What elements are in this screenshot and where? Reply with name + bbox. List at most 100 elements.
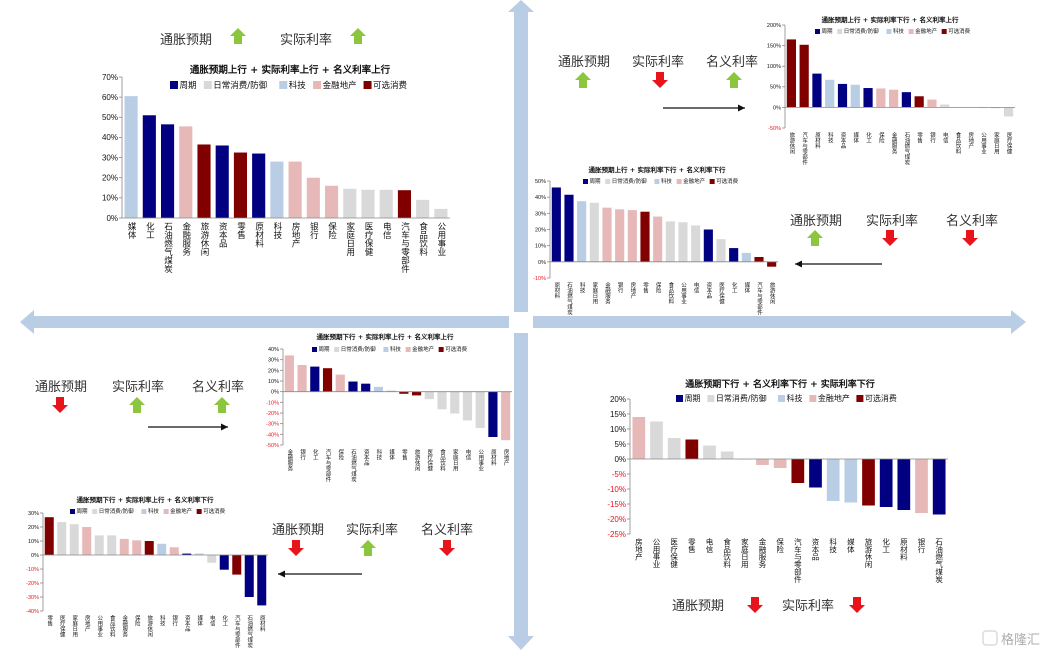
annotation-label: 名义利率	[706, 54, 758, 70]
legend-swatch-科技	[777, 395, 785, 402]
legend-label: 科技	[893, 27, 905, 35]
bar-媒体	[844, 459, 858, 503]
bar-原材料	[551, 187, 561, 262]
category-label: 科技	[375, 448, 382, 462]
legend-label: 可选消费	[716, 177, 739, 185]
category-label: 家庭日用	[345, 221, 355, 256]
bar-保险	[324, 185, 339, 218]
y-tick-label: 30%	[102, 153, 118, 162]
bar-汽车与零部件	[322, 368, 333, 392]
bar-汽车与零部件	[232, 555, 242, 575]
legend-label: 金融地产	[915, 27, 938, 35]
category-label: 医疗保健	[669, 538, 678, 570]
legend-label: 日常消费/防御	[213, 80, 267, 91]
bar-媒体	[386, 390, 396, 392]
bar-银行	[615, 209, 625, 262]
category-label: 原材料	[814, 132, 821, 150]
category-label: 资本品	[811, 537, 820, 562]
bar-电信	[940, 104, 950, 108]
green-up-arrow-icon	[807, 230, 823, 246]
annotation-label: 通胀预期	[160, 33, 212, 48]
y-tick-label: 50%	[102, 113, 118, 122]
annotation-label: 实际利率	[346, 522, 398, 538]
y-tick-label: -20%	[26, 581, 39, 587]
bar-旅游休闲	[862, 459, 875, 506]
category-label: 石油燃气煤炭	[566, 282, 573, 317]
category-label: 原材料	[899, 538, 908, 562]
bar-医疗保健	[424, 391, 434, 400]
bar-零售	[685, 439, 699, 459]
y-tick-label: 10%	[102, 194, 118, 203]
category-label: 房地产	[629, 281, 636, 300]
bar-原材料	[812, 73, 822, 108]
y-tick-label: 40%	[268, 347, 279, 353]
y-tick-label: -50%	[768, 126, 781, 132]
legend-label: 金融地产	[170, 507, 193, 515]
logo-mark-icon	[982, 630, 998, 646]
red-down-arrow-icon	[849, 597, 865, 613]
green-up-arrow-icon	[214, 397, 230, 413]
legend-swatch-可选消费	[363, 81, 372, 89]
legend-swatch-金融地产	[908, 29, 914, 34]
bar-食品饮料	[665, 221, 675, 262]
y-tick-label: 20%	[28, 525, 39, 531]
category-label: 零售	[916, 132, 923, 145]
y-tick-label: 5%	[614, 440, 626, 449]
category-label: 零售	[401, 449, 408, 462]
category-label: 石油燃气煤炭	[246, 615, 253, 650]
y-tick-label: 20%	[268, 368, 279, 374]
legend-label: 可选消费	[373, 80, 408, 91]
bar-化工	[729, 248, 739, 262]
bar-电信	[703, 445, 716, 459]
arrow-left-icon	[795, 260, 802, 268]
legend-label: 科技	[390, 345, 402, 353]
category-label: 资本品	[184, 614, 191, 633]
bar-保险	[773, 459, 787, 468]
chart-5: 通胀预期下行 + 实际利率上行 + 名义利率下行 -40% -30% -20% -10%…	[26, 495, 268, 649]
category-label: 医疗保健	[718, 282, 725, 306]
legend-label: 周期	[822, 28, 834, 35]
axis-arrow-down-icon	[508, 636, 534, 650]
chart-title: 通胀预期上行 + 实际利率下行 + 名义利率上行	[822, 15, 959, 24]
red-down-arrow-icon	[652, 72, 668, 88]
scenario-annotation-2: 通胀预期 实际利率 名义利率	[558, 54, 758, 112]
bar-旅游休闲	[412, 391, 422, 396]
legend-swatch-日常消费/防御	[605, 179, 611, 184]
legend-swatch-周期	[583, 179, 588, 184]
bar-科技	[270, 161, 284, 218]
bar-食品饮料	[437, 391, 447, 410]
y-tick-label: -20%	[266, 411, 279, 417]
chart-1: 通胀预期上行 + 实际利率上行 + 名义利率上行 0% 10% 20% 30% 40% 50…	[102, 64, 450, 274]
category-label: 电信	[464, 448, 471, 462]
y-tick-label: 0%	[773, 105, 781, 111]
bar-资本品	[215, 145, 229, 218]
y-tick-label: 0%	[106, 214, 118, 223]
bar-石油燃气煤炭	[160, 124, 175, 218]
bar-房地产	[632, 417, 646, 459]
annotation-label: 通胀预期	[672, 599, 724, 614]
category-label: 汽车与零部件	[325, 448, 332, 484]
category-label: 银行	[929, 131, 936, 145]
category-label: 食品饮料	[955, 131, 962, 156]
red-down-arrow-icon	[747, 597, 763, 613]
legend-swatch-可选消费	[196, 509, 202, 514]
category-label: 电信	[693, 281, 700, 295]
green-up-arrow-icon	[129, 397, 145, 413]
bar-家庭日用	[991, 107, 1001, 109]
legend-label: 周期	[77, 508, 89, 515]
legend-label: 周期	[319, 346, 331, 353]
y-tick-label: 0%	[31, 553, 39, 559]
bar-石油燃气煤炭	[901, 92, 911, 108]
legend-swatch-日常消费/防御	[92, 509, 98, 514]
category-label: 公用事业	[980, 132, 987, 154]
legend-label: 科技	[289, 80, 307, 91]
arrow-left-icon	[278, 570, 285, 578]
chart-legend: 周期 日常消费/防御 科技 金融地产 可选消费	[583, 177, 739, 185]
y-tick-label: 0%	[271, 390, 279, 396]
bar-金融服务	[889, 89, 899, 108]
category-label: 医疗保健	[1006, 132, 1013, 156]
bar-房地产	[501, 391, 511, 441]
y-tick-label: 50%	[770, 85, 781, 91]
arrow-right-icon	[221, 423, 228, 431]
category-label: 零售	[687, 538, 696, 555]
